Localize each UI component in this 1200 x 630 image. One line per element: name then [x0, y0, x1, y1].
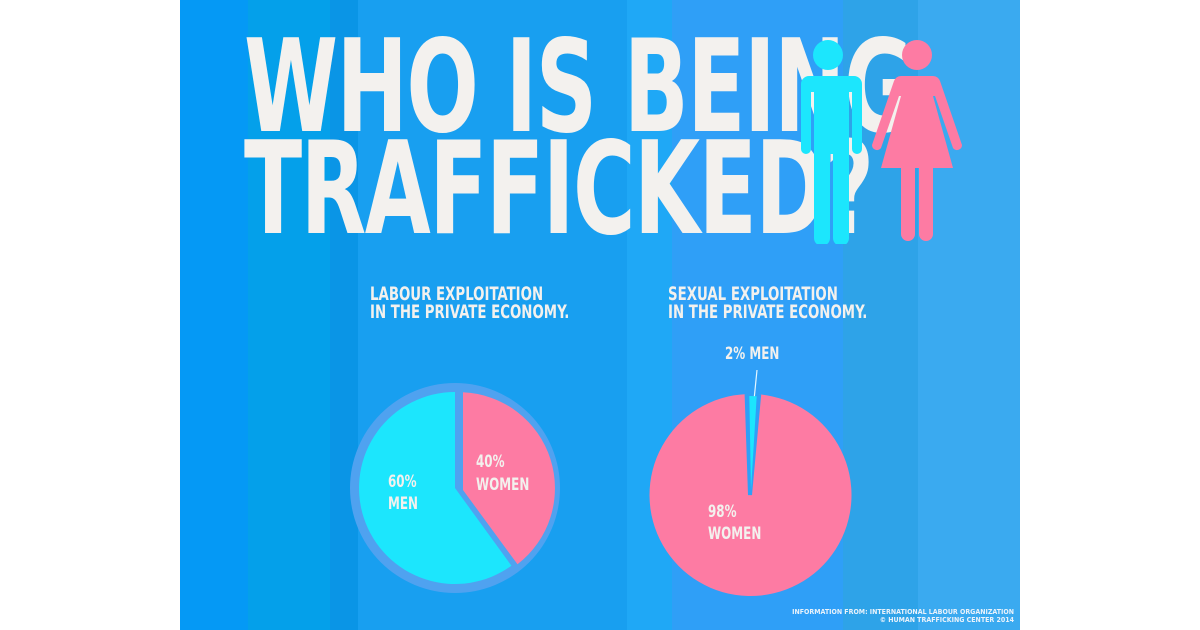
- chart-1-title-line-1: LABOUR EXPLOITATION: [370, 283, 544, 305]
- pie-slice-women: [649, 394, 852, 597]
- source-line: INFORMATION FROM: INTERNATIONAL LABOUR O…: [792, 608, 1014, 616]
- infographic-poster: WHO IS BEING TRAFFICKED? LABOUR EXPLOITA…: [180, 0, 1020, 630]
- pie-2-women-pct: 98%: [708, 502, 737, 522]
- pie-2-women-name: WOMEN: [708, 524, 762, 544]
- pie-1-men-pct: 60%: [388, 472, 417, 492]
- pie-slice-men: [359, 392, 512, 584]
- background-stripe: [330, 0, 358, 630]
- chart-1-title-line-2: IN THE PRIVATE ECONOMY.: [370, 301, 570, 323]
- background-stripe: [180, 0, 248, 630]
- chart-2-title-line-2: IN THE PRIVATE ECONOMY.: [668, 301, 868, 323]
- sexual-exploitation-pie-chart: [649, 369, 852, 597]
- copyright-line: © HUMAN TRAFFICKING CENTER 2014: [879, 616, 1014, 624]
- page-title-line-2: TRAFFICKED?: [244, 115, 874, 264]
- pie-1-men-name: MEN: [388, 494, 419, 514]
- chart-2-title-line-1: SEXUAL EXPLOITATION: [668, 283, 838, 305]
- pie-slice-women: [463, 392, 555, 565]
- gender-figures: [801, 40, 962, 244]
- labour-exploitation-pie-chart: [350, 383, 560, 593]
- pie-2-men-callout: 2% MEN: [725, 344, 780, 364]
- man-figure-icon: [801, 40, 862, 244]
- pie-1-women-name: WOMEN: [476, 475, 530, 495]
- background-stripe: [248, 0, 330, 630]
- source-credit: INFORMATION FROM: INTERNATIONAL LABOUR O…: [792, 608, 1014, 624]
- pie-1-women-pct: 40%: [476, 452, 505, 472]
- pie-slice-men: [749, 395, 757, 490]
- woman-figure-icon: [872, 40, 962, 241]
